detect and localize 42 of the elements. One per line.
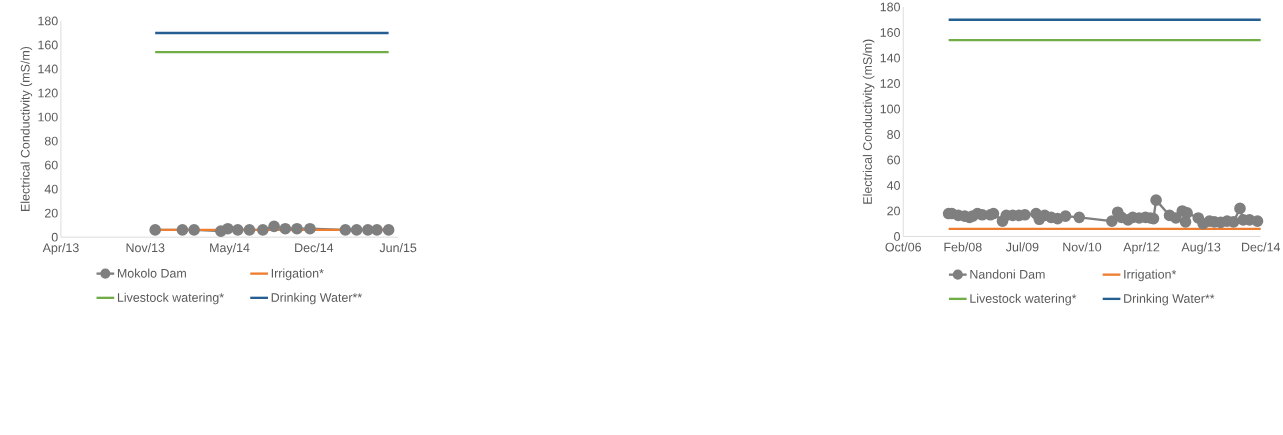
legend-label: Livestock watering* (117, 292, 224, 305)
x-tick-label: May/14 (210, 242, 250, 255)
y-tick-label: 60 (887, 155, 900, 165)
legend-label: Drinking Water** (271, 292, 362, 305)
x-tick-label: Aug/13 (1181, 242, 1221, 254)
y-tick-label: 120 (38, 88, 58, 98)
x-tick-label: Nov/10 (1063, 242, 1102, 252)
x-tick-label: Feb/08 (944, 242, 982, 252)
y-tick-label: 20 (887, 206, 900, 216)
y-tick-label: 160 (880, 27, 900, 37)
y-tick-label: 40 (886, 180, 900, 190)
y-tick-label: 80 (44, 136, 58, 146)
x-tick-label: Dec/14 (295, 242, 334, 252)
legend-label: Livestock watering* (970, 293, 1077, 306)
legend-label: Irrigation* (271, 268, 324, 280)
x-tick-label: Oct/06 (885, 242, 922, 252)
y-tick-label: 0 (894, 231, 900, 241)
y-tick-label: 180 (880, 2, 900, 12)
y-tick-label: 80 (887, 129, 900, 139)
y-tick-label: 120 (880, 78, 900, 88)
legend-label: Drinking Water** (1124, 293, 1215, 306)
y-axis-title: Electrical Conductivity (mS/m) (20, 46, 33, 211)
y-tick-label: 100 (880, 104, 900, 114)
y-tick-label: 160 (38, 40, 58, 50)
x-tick-label: Jun/15 (379, 242, 417, 252)
x-tick-label: Jul/09 (1005, 242, 1039, 252)
legend-label: Mokolo Dam (117, 268, 186, 278)
y-tick-label: 20 (44, 208, 58, 218)
legend-label: Irrigation* (1124, 269, 1177, 281)
y-axis-title: Electrical Conductivity (mS/m) (862, 39, 875, 204)
x-tick-label: Apr/13 (42, 242, 79, 255)
x-tick-label: Dec/14 (1242, 242, 1281, 252)
y-tick-label: 0 (51, 232, 58, 242)
y-tick-label: 140 (880, 53, 900, 63)
x-tick-label: Apr/12 (1123, 242, 1160, 254)
x-tick-label: Nov/13 (126, 242, 165, 252)
y-tick-label: 40 (44, 184, 58, 194)
y-tick-label: 60 (45, 160, 58, 170)
y-tick-label: 100 (38, 112, 58, 122)
legend-label: Nandoni Dam (970, 269, 1045, 279)
y-tick-label: 180 (38, 16, 58, 26)
y-tick-label: 140 (38, 64, 58, 74)
